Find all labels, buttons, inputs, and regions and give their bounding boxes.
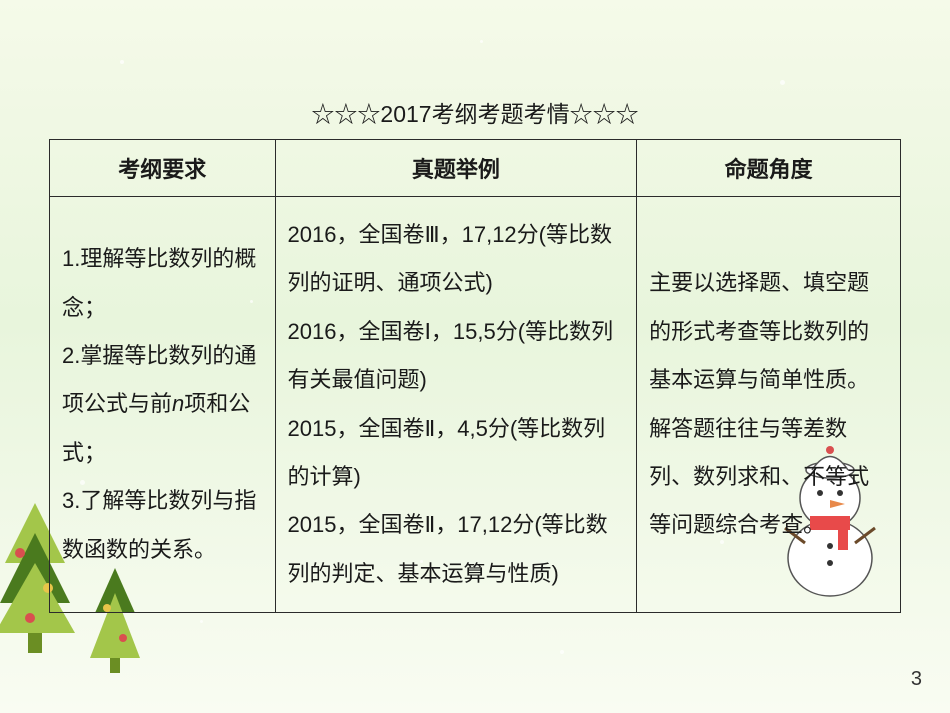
cell-requirements: 1.理解等比数列的概念；2.掌握等比数列的通项公式与前n项和公式；3.了解等比数… <box>50 197 276 613</box>
header-examples: 真题举例 <box>275 140 637 197</box>
cell-perspective: 主要以选择题、填空题的形式考查等比数列的基本运算与简单性质。解答题往往与等差数列… <box>637 197 901 613</box>
syllabus-table: 考纲要求 真题举例 命题角度 1.理解等比数列的概念；2.掌握等比数列的通项公式… <box>49 139 901 613</box>
header-requirements: 考纲要求 <box>50 140 276 197</box>
slide-title: ☆☆☆2017考纲考题考情☆☆☆ <box>0 0 950 139</box>
page-number: 3 <box>911 668 922 691</box>
cell-examples: 2016，全国卷Ⅲ，17,12分(等比数列的证明、通项公式)2016，全国卷Ⅰ，… <box>275 197 637 613</box>
header-perspective: 命题角度 <box>637 140 901 197</box>
